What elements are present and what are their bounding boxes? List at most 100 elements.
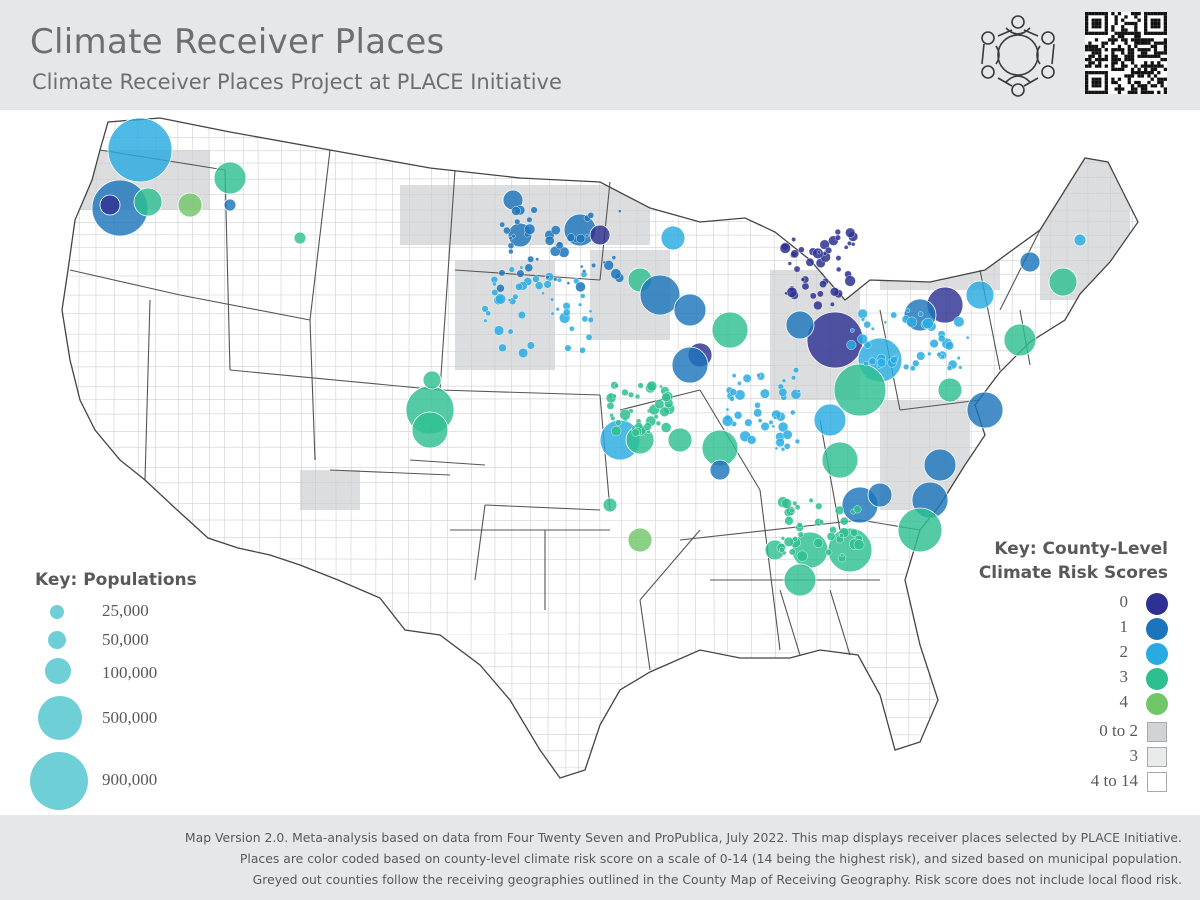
qr-module (1104, 25, 1108, 29)
place-bubble-small (661, 392, 671, 403)
qr-module (1117, 12, 1122, 16)
place-bubble-small (631, 428, 640, 437)
place-bubble (133, 187, 163, 217)
place-bubble-small (779, 242, 791, 254)
qr-module (1085, 28, 1089, 32)
qr-module (1140, 90, 1145, 94)
qr-module (1134, 71, 1138, 75)
qr-module (1137, 84, 1141, 88)
place-bubble (411, 411, 449, 449)
qr-module (1153, 21, 1158, 26)
place-bubble-small (550, 225, 561, 235)
state-border (639, 599, 651, 671)
place-bubble-small (780, 536, 786, 541)
place-bubble-small (778, 546, 785, 553)
place-bubble-small (733, 411, 743, 420)
place-bubble-small (498, 269, 506, 277)
qr-module (1114, 31, 1118, 35)
qr-module (1117, 48, 1122, 52)
qr-module (1144, 15, 1148, 19)
place-bubble (785, 310, 815, 340)
place-bubble-small (927, 351, 932, 356)
qr-module (1101, 71, 1105, 75)
state-border (679, 519, 861, 541)
place-bubble-small (819, 239, 830, 250)
qr-module (1153, 18, 1158, 22)
place-bubble-small (499, 221, 506, 228)
qr-module (1147, 31, 1151, 35)
county-line (62, 350, 1138, 353)
place-bubble-small (575, 281, 586, 293)
qr-module (1150, 12, 1154, 16)
place-bubble-small (725, 407, 730, 412)
qr-module (1098, 57, 1102, 62)
place-bubble-small (627, 391, 635, 398)
place-bubble-small (793, 367, 799, 374)
qr-module (1091, 48, 1095, 52)
state-border (759, 489, 781, 651)
qr-module (1127, 31, 1131, 35)
qr-module (1150, 90, 1154, 94)
qr-module (1098, 80, 1102, 85)
place-bubble-small (610, 415, 616, 421)
place-bubble (937, 377, 963, 403)
footer-line: Greyed out counties follow the receiving… (252, 872, 1182, 887)
qr-module (1114, 54, 1118, 58)
qr-module (1140, 38, 1145, 42)
place-bubble-small (507, 328, 514, 335)
qr-module (1147, 71, 1151, 75)
qr-module (1085, 71, 1089, 75)
grey-county-zone (880, 180, 1000, 290)
qr-module (1114, 15, 1118, 19)
place-bubble-small (786, 286, 798, 298)
qr-module (1134, 15, 1138, 19)
qr-module (1127, 74, 1131, 78)
qr-module (1094, 90, 1099, 94)
qr-module (1157, 12, 1161, 16)
place-bubble-small (809, 292, 817, 300)
qr-module (1157, 31, 1161, 35)
qr-module (1144, 90, 1148, 94)
place-bubble-small (518, 348, 529, 358)
qr-module (1094, 57, 1099, 62)
qr-module (1098, 71, 1102, 75)
qr-module (1157, 90, 1161, 94)
qr-module (1111, 34, 1115, 39)
place-bubble-small (613, 383, 619, 389)
place-bubble-small (791, 236, 797, 242)
qr-module (1127, 44, 1131, 49)
place-bubble-small (530, 206, 538, 214)
qr-module (1121, 48, 1125, 52)
qr-module (1114, 61, 1118, 65)
place-bubble-small (747, 435, 757, 445)
place-bubble-small (775, 437, 785, 448)
qr-module (1130, 48, 1135, 52)
place-bubble-small (566, 233, 576, 242)
qr-module (1134, 41, 1138, 45)
place-bubble-small (909, 365, 916, 372)
qr-module (1111, 51, 1115, 55)
place-bubble-small (817, 250, 822, 255)
place-bubble-small (496, 284, 505, 293)
qr-module (1098, 25, 1102, 29)
population-key-label: 100,000 (102, 663, 158, 682)
place-bubble-small (946, 365, 953, 371)
state-border (899, 399, 981, 411)
qr-module (1094, 38, 1099, 42)
qr-module (1094, 25, 1099, 29)
qr-module (1088, 71, 1092, 75)
qr-module (1094, 31, 1099, 35)
qr-module (1088, 54, 1092, 58)
place-bubble-small (753, 408, 763, 418)
qr-module (1104, 41, 1108, 45)
place-bubble-small (491, 289, 499, 296)
qr-module (1134, 31, 1138, 35)
qr-module (1091, 31, 1095, 35)
qr-module (1160, 51, 1164, 55)
qr-module (1117, 77, 1122, 81)
qr-module (1137, 18, 1141, 22)
qr-module (1130, 57, 1135, 62)
qr-module (1088, 48, 1092, 52)
qr-module (1150, 77, 1154, 81)
population-key-circle-50000 (48, 631, 66, 649)
